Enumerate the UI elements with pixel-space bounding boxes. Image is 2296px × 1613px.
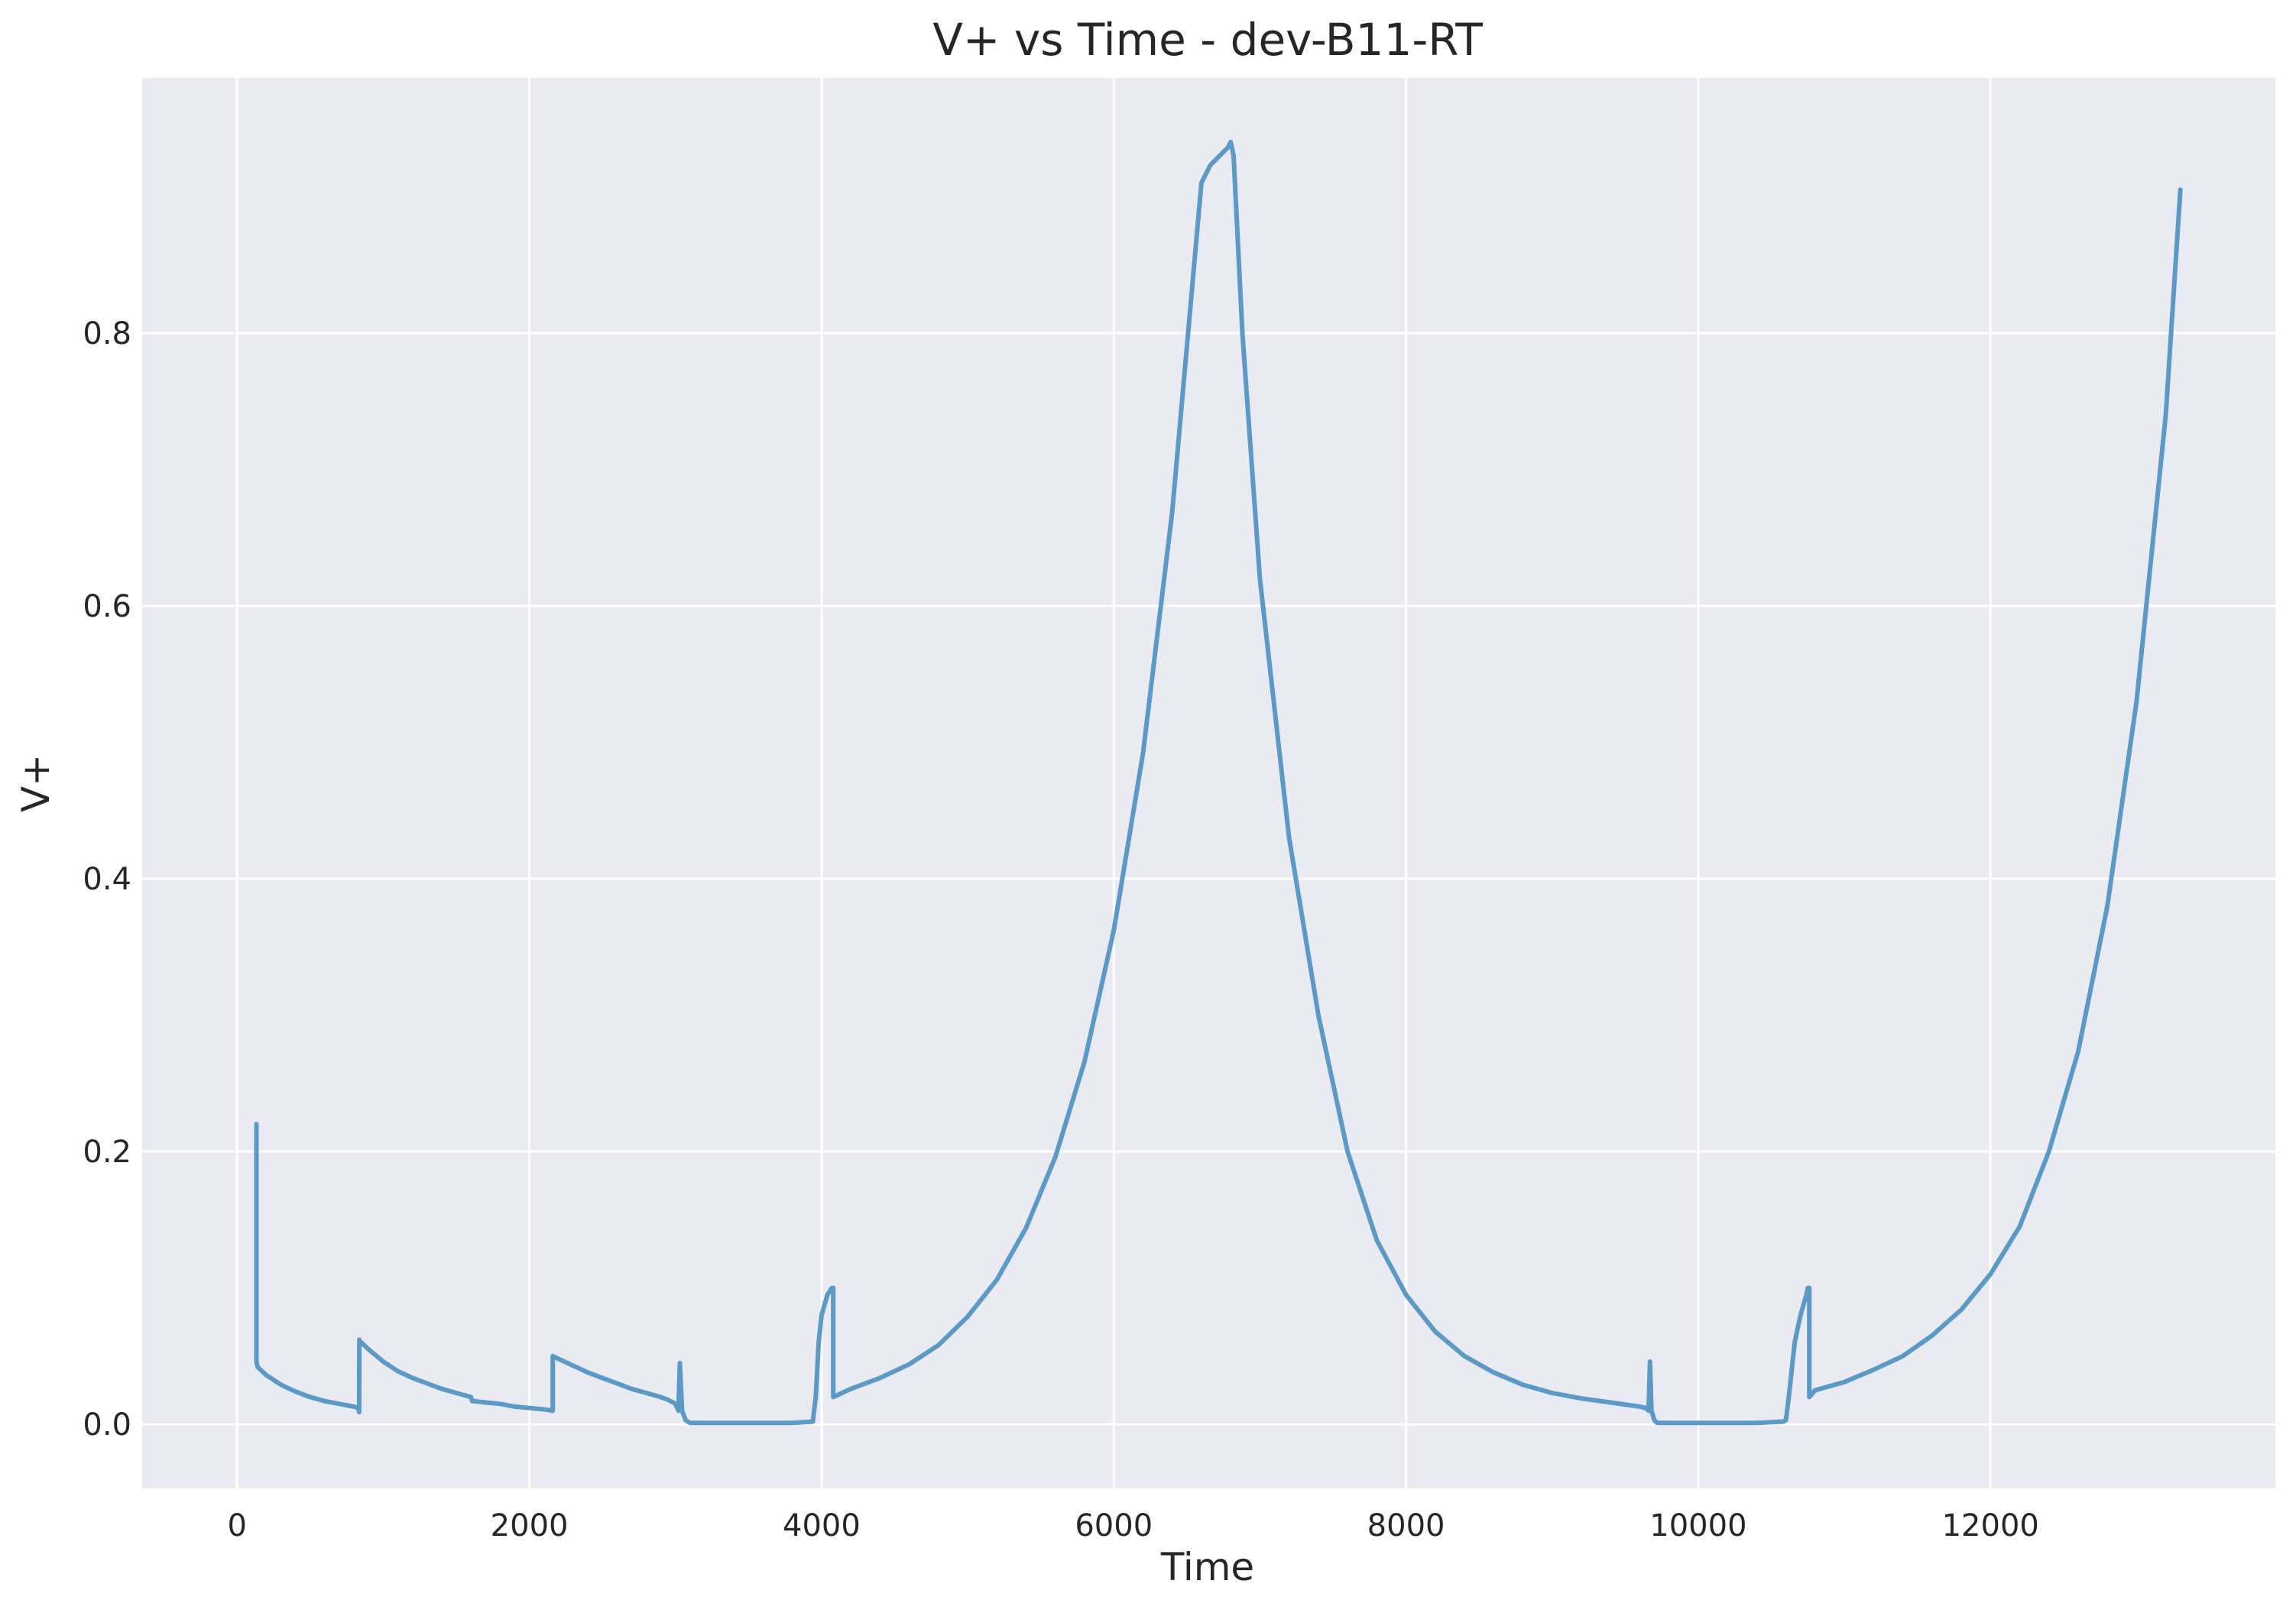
grid-lines [142,78,2275,1488]
y-tick-label: 0.0 [83,1407,131,1443]
x-axis-label: Time [1160,1545,1254,1589]
y-tick-label: 0.8 [83,316,131,351]
tick-labels: 0 2000 4000 6000 8000 10000 12000 0.0 0.2 0.4 0.6 0… [83,316,2038,1543]
series-line [254,139,2183,1426]
x-tick-label: 10000 [1649,1508,1746,1543]
y-tick-label: 0.4 [83,862,131,897]
x-tick-label: 0 [228,1508,247,1543]
x-tick-label: 12000 [1942,1508,2039,1543]
x-tick-label: 6000 [1075,1508,1153,1543]
y-axis-label: V+ [14,754,58,812]
y-tick-label: 0.2 [83,1135,131,1170]
chart-title: V+ vs Time - dev-B11-RT [932,14,1483,66]
x-tick-label: 2000 [491,1508,569,1543]
series-layer [254,139,2183,1426]
x-tick-label: 4000 [783,1508,861,1543]
y-tick-label: 0.6 [83,589,131,624]
plot-area [142,78,2275,1488]
x-tick-label: 8000 [1367,1508,1445,1543]
